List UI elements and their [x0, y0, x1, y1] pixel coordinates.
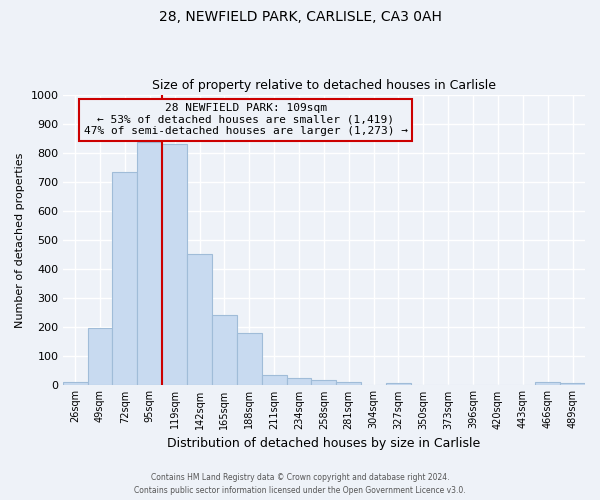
Bar: [386, 383, 411, 385]
Bar: [311, 380, 336, 385]
Bar: [237, 334, 262, 385]
Text: 28, NEWFIELD PARK, CARLISLE, CA3 0AH: 28, NEWFIELD PARK, CARLISLE, CA3 0AH: [158, 10, 442, 24]
Bar: [63, 382, 88, 385]
Bar: [535, 382, 560, 385]
Title: Size of property relative to detached houses in Carlisle: Size of property relative to detached ho…: [152, 79, 496, 92]
Bar: [262, 375, 287, 385]
Bar: [112, 172, 137, 385]
Bar: [162, 144, 187, 385]
Bar: [187, 254, 212, 385]
Text: 28 NEWFIELD PARK: 109sqm
← 53% of detached houses are smaller (1,419)
47% of sem: 28 NEWFIELD PARK: 109sqm ← 53% of detach…: [83, 104, 407, 136]
Bar: [336, 382, 361, 385]
X-axis label: Distribution of detached houses by size in Carlisle: Distribution of detached houses by size …: [167, 437, 481, 450]
Bar: [137, 142, 162, 385]
Text: Contains HM Land Registry data © Crown copyright and database right 2024.
Contai: Contains HM Land Registry data © Crown c…: [134, 474, 466, 495]
Y-axis label: Number of detached properties: Number of detached properties: [15, 152, 25, 328]
Bar: [287, 378, 311, 385]
Bar: [88, 328, 112, 385]
Bar: [212, 315, 237, 385]
Bar: [560, 383, 585, 385]
